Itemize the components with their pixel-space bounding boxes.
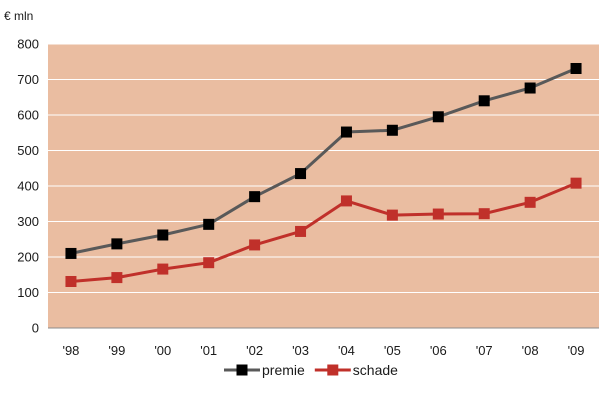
data-point-premie [249, 191, 261, 203]
data-point-premie [340, 126, 352, 138]
x-tick-label: '08 [522, 343, 539, 358]
data-point-schade [570, 177, 582, 189]
data-point-schade [249, 239, 261, 251]
data-point-premie [295, 168, 307, 180]
data-point-premie [386, 124, 398, 136]
y-tick-label: 200 [17, 250, 39, 265]
unit-label: € mln [4, 9, 33, 23]
data-point-schade [65, 275, 77, 287]
data-point-premie [203, 218, 215, 230]
data-point-schade [157, 263, 169, 275]
data-point-premie [111, 238, 123, 250]
legend-item-premie: premie [224, 362, 305, 378]
series-schade [65, 177, 582, 287]
x-tick-label: '01 [200, 343, 217, 358]
x-tick-label: '03 [292, 343, 309, 358]
x-tick-label: '09 [568, 343, 585, 358]
y-axis: 0 100 200 300 400 500 600 700 800 [17, 37, 599, 336]
data-point-schade [203, 257, 215, 269]
data-point-premie [570, 62, 582, 74]
x-tick-label: '05 [384, 343, 401, 358]
x-tick-label: '04 [338, 343, 355, 358]
x-tick-label: '02 [246, 343, 263, 358]
legend: premie schade [224, 362, 398, 378]
data-point-schade [386, 209, 398, 221]
y-tick-label: 800 [17, 37, 39, 52]
x-tick-label: '07 [476, 343, 493, 358]
y-tick-label: 300 [17, 214, 39, 229]
legend-label: schade [353, 362, 398, 378]
series-layer [65, 62, 582, 287]
data-point-premie [157, 229, 169, 241]
series-line-premie [70, 67, 577, 255]
x-tick-label: '06 [430, 343, 447, 358]
series-premie [65, 62, 582, 259]
x-tick-label: '99 [108, 343, 125, 358]
series-line-schade [70, 181, 577, 283]
gridlines [48, 43, 599, 293]
data-point-schade [111, 272, 123, 284]
data-point-premie [478, 95, 490, 107]
data-point-schade [478, 208, 490, 220]
y-tick-label: 100 [17, 285, 39, 300]
x-tick-label: '00 [154, 343, 171, 358]
y-tick-label: 700 [17, 72, 39, 87]
legend-marker-schade [327, 364, 339, 376]
x-axis: '98 '99 '00 '01 '02 '03 '04 '05 '06 '07 '08 '09 [62, 343, 584, 358]
legend-label: premie [262, 362, 305, 378]
y-tick-label: 600 [17, 108, 39, 123]
y-tick-label: 400 [17, 179, 39, 194]
data-point-schade [295, 225, 307, 237]
legend-item-schade: schade [314, 362, 398, 378]
x-tick-label: '98 [62, 343, 79, 358]
data-point-premie [432, 111, 444, 123]
legend-marker-premie [236, 364, 248, 376]
data-point-premie [524, 82, 536, 94]
data-point-schade [340, 195, 352, 207]
data-point-schade [524, 196, 536, 208]
y-tick-label: 0 [32, 321, 39, 336]
y-tick-label: 500 [17, 143, 39, 158]
data-point-schade [432, 208, 444, 220]
data-point-premie [65, 247, 77, 259]
